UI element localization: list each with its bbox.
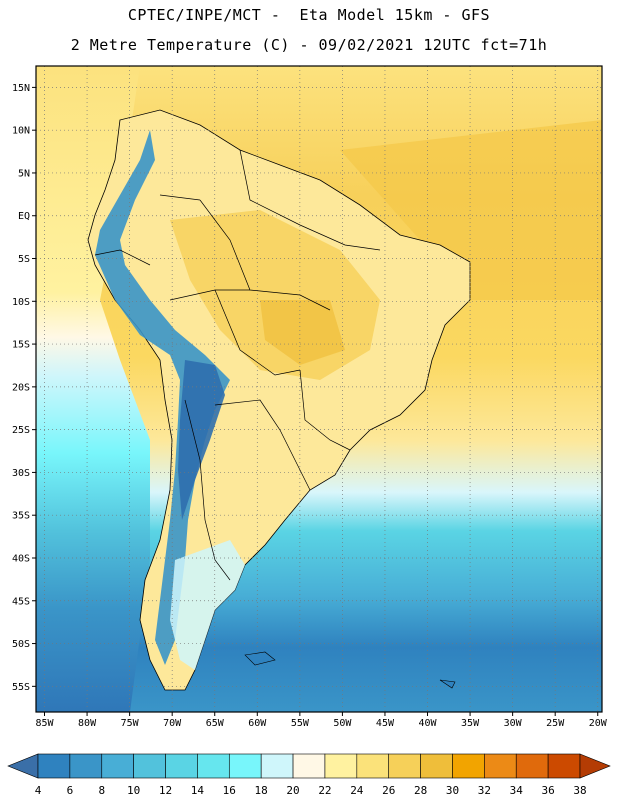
colorbar-box [69,753,103,779]
colorbar-level-label: 32 [478,784,491,797]
colorbar-box [324,753,358,779]
longitude-ticks: 85W 80W 75W 70W 65W 60W 55W 50W 45W 40W 35W 30W 25W 2… [35,712,608,729]
lat-label: 10S [12,297,30,308]
altiplano-cold [178,360,225,520]
colorbar-level-label: 28 [414,784,427,797]
lon-label: 65W [206,718,225,729]
country-borders [94,149,381,581]
lon-label: 85W [35,718,54,729]
lat-label: 40S [12,553,30,564]
colorbar-high-arrow [579,753,611,779]
lat-label: 15S [12,340,30,351]
falkland-islands [244,651,276,666]
colorbar-box [515,753,549,779]
lon-label: 40W [418,718,437,729]
south-georgia [439,679,456,689]
lon-label: 60W [248,718,267,729]
colorbar-box [547,753,581,779]
map-frame [35,65,603,713]
colorbar-box [260,753,294,779]
temperature-map: 15N 10N 5N EQ 5S 10S 15S 20S 25S 30S 35S 40S 45S 50S 5… [12,65,608,729]
colorbar-level-label: 34 [510,784,524,797]
colorbar-level-label: 24 [350,784,364,797]
colorbar-level-label: 4 [35,784,42,797]
colorbar-level-label: 6 [67,784,74,797]
lon-label: 70W [163,718,182,729]
colorbar-level-label: 10 [127,784,140,797]
pacific-field [36,66,150,712]
colorbar-box [356,753,390,779]
lon-label: 55W [291,718,310,729]
colorbar-box [197,753,230,779]
colorbar-level-label: 18 [255,784,268,797]
lon-label: 35W [461,718,480,729]
colorbar: 4 6 8 10 12 14 16 18 20 22 24 26 28 30 32 34 36 38 [7,753,611,797]
colorbar-box [484,753,517,779]
colorbar-level-label: 14 [191,784,205,797]
lon-label: 25W [546,718,565,729]
lon-label: 30W [504,718,523,729]
colorbar-box [420,753,453,779]
colorbar-level-label: 20 [286,784,299,797]
colorbar-level-label: 38 [573,784,586,797]
colorbar-low-arrow [7,753,39,779]
lat-label: 30S [12,468,30,479]
colorbar-labels: 4 6 8 10 12 14 16 18 20 22 24 26 28 30 32 34 36 38 [35,784,587,797]
colorbar-level-label: 12 [159,784,172,797]
lat-label: 20S [12,382,30,393]
warm-band [340,120,602,300]
colorbar-box [165,753,198,779]
colorbar-box [388,753,421,779]
colorbar-box [37,753,71,779]
lon-label: 20W [589,718,608,729]
colorbar-box [452,753,485,779]
lat-label: 5S [18,254,30,265]
lat-label: 55S [12,682,30,693]
chart-title-line2: 2 Metre Temperature (C) - 09/02/2021 12U… [70,36,548,54]
colorbar-box [228,753,262,779]
lat-label: 45S [12,596,30,607]
colorbar-level-label: 36 [541,784,554,797]
lat-label: 10N [12,126,30,137]
colorbar-box [133,753,166,779]
lat-label: 15N [12,83,30,94]
interior-hot [260,300,345,365]
map-field [36,66,602,712]
lat-label: 25S [12,425,30,436]
colorbar-level-label: 22 [318,784,331,797]
colorbar-level-label: 8 [98,784,105,797]
lon-label: 80W [78,718,97,729]
lat-label: 5N [18,168,30,179]
colorbar-boxes [7,753,611,779]
lat-label: EQ [18,211,30,222]
patagonia-cool [170,540,245,670]
colorbar-level-label: 16 [223,784,236,797]
lat-label: 50S [12,639,30,650]
lon-label: 45W [376,718,395,729]
colorbar-level-label: 30 [446,784,459,797]
lat-label: 35S [12,511,30,522]
colorbar-box [101,753,134,779]
lon-label: 75W [121,718,140,729]
lon-label: 50W [333,718,352,729]
chart-title-line1: CPTEC/INPE/MCT - Eta Model 15km - GFS [127,6,491,24]
colorbar-box [292,753,326,779]
latitude-ticks: 15N 10N 5N EQ 5S 10S 15S 20S 25S 30S 35S 40S 45S 50S 5… [12,83,36,693]
colorbar-level-label: 26 [382,784,395,797]
